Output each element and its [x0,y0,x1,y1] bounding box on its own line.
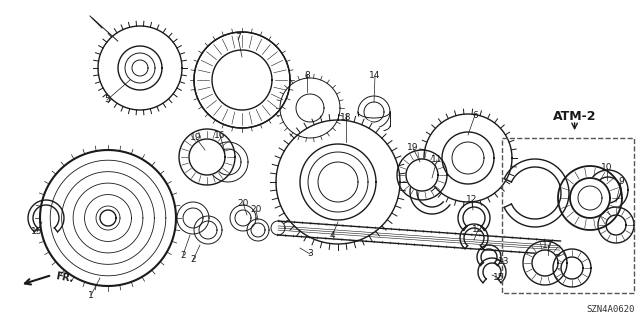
Text: 10: 10 [601,164,612,173]
Polygon shape [606,215,626,235]
Text: 13: 13 [499,257,509,266]
Text: 4: 4 [329,232,335,241]
Polygon shape [406,159,438,191]
Text: FR.: FR. [55,271,74,285]
Text: 3: 3 [307,249,313,258]
Text: 15: 15 [31,227,43,236]
Polygon shape [553,249,591,287]
Text: 7: 7 [235,33,241,41]
Bar [502,138,634,293]
Text: 16: 16 [214,130,226,139]
Text: 20: 20 [250,205,262,214]
Polygon shape [40,150,176,286]
Polygon shape [397,150,447,200]
Text: 15: 15 [493,273,505,283]
Polygon shape [558,166,622,230]
Polygon shape [419,109,517,207]
Polygon shape [561,257,583,279]
Text: 17: 17 [542,241,554,249]
Polygon shape [270,114,406,250]
Text: 5: 5 [104,95,110,105]
Polygon shape [276,74,344,142]
Text: 11: 11 [431,155,443,165]
Polygon shape [194,32,290,128]
Polygon shape [189,139,225,175]
Text: ATM-2: ATM-2 [553,109,596,122]
Text: 12: 12 [467,196,477,204]
Text: 8: 8 [304,70,310,79]
Text: 19: 19 [407,144,419,152]
Polygon shape [212,50,272,110]
Text: 14: 14 [369,71,381,80]
Text: 6: 6 [472,110,478,120]
Text: 19: 19 [190,133,202,143]
Polygon shape [570,178,610,218]
Text: 2: 2 [180,250,186,259]
Text: SZN4A0620: SZN4A0620 [587,305,635,314]
Text: 12: 12 [472,226,484,234]
Polygon shape [179,129,235,185]
Polygon shape [93,21,187,115]
Text: 20: 20 [237,198,249,207]
Polygon shape [598,207,634,243]
Polygon shape [523,241,567,285]
Text: 2: 2 [190,256,196,264]
Text: 18: 18 [340,114,352,122]
Polygon shape [532,250,558,276]
Text: 1: 1 [88,291,94,300]
Text: 9: 9 [618,177,624,187]
